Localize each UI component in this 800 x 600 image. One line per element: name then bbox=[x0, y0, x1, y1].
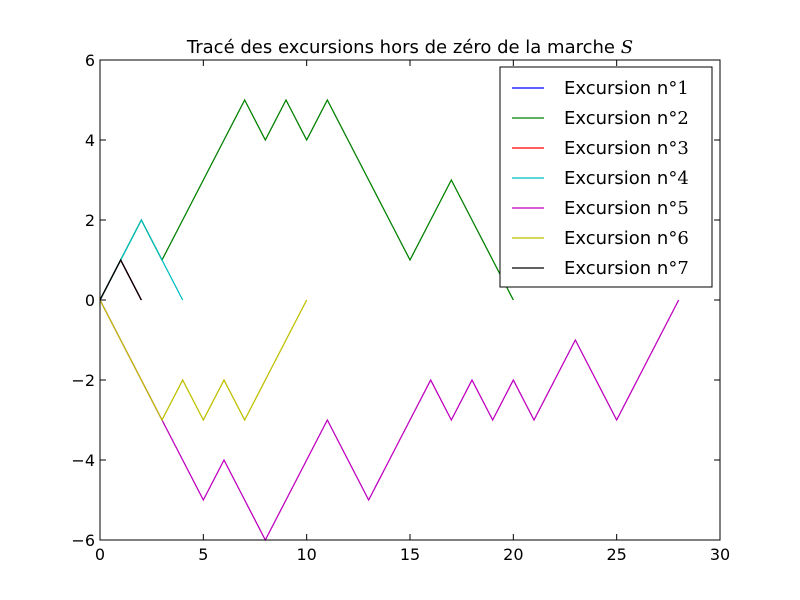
x-tick-label: 0 bbox=[95, 545, 105, 564]
y-tick-label: 0 bbox=[85, 291, 95, 310]
legend: Excursion n°1 Excursion n°2 Excursion n°3 E… bbox=[499, 66, 713, 288]
y-tick-label: −2 bbox=[71, 371, 95, 390]
x-tick-label: 30 bbox=[710, 545, 730, 564]
legend-label-6: Excursion n°6 bbox=[564, 228, 689, 249]
series-line-2 bbox=[99, 98, 514, 301]
x-tick-label: 5 bbox=[198, 545, 208, 564]
legend-label-2: Excursion n°2 bbox=[564, 108, 689, 129]
legend-label-1: Excursion n°1 bbox=[564, 78, 689, 99]
x-tick-label: 15 bbox=[400, 545, 420, 564]
x-tick-label: 20 bbox=[503, 545, 523, 564]
series-line-7 bbox=[99, 258, 142, 301]
legend-label-4: Excursion n°4 bbox=[564, 168, 689, 189]
legend-label-7: Excursion n°7 bbox=[564, 258, 689, 279]
legend-label-5: Excursion n°5 bbox=[564, 198, 689, 219]
y-tick-label: −6 bbox=[71, 531, 95, 550]
series-layer bbox=[99, 98, 680, 542]
y-tick-label: 4 bbox=[85, 131, 95, 150]
y-tick-label: −4 bbox=[71, 451, 95, 470]
chart-title: Tracé des excursions hors de zéro de la … bbox=[186, 37, 633, 58]
x-tick-label: 25 bbox=[606, 545, 626, 564]
axes-layer: 0 5 10 15 20 25 30 −6 −4 −2 0 2 4 6 bbox=[71, 51, 730, 564]
series-line-6 bbox=[99, 299, 308, 422]
chart-title-text: Tracé des excursions hors de zéro de la … bbox=[186, 37, 621, 58]
chart-title-symbol: S bbox=[621, 37, 633, 58]
y-tick-label: 2 bbox=[85, 211, 95, 230]
legend-box bbox=[499, 66, 713, 288]
legend-label-3: Excursion n°3 bbox=[564, 138, 689, 159]
x-tick-label: 10 bbox=[296, 545, 316, 564]
y-tick-label: 6 bbox=[85, 51, 95, 70]
series-line-5 bbox=[99, 299, 680, 542]
